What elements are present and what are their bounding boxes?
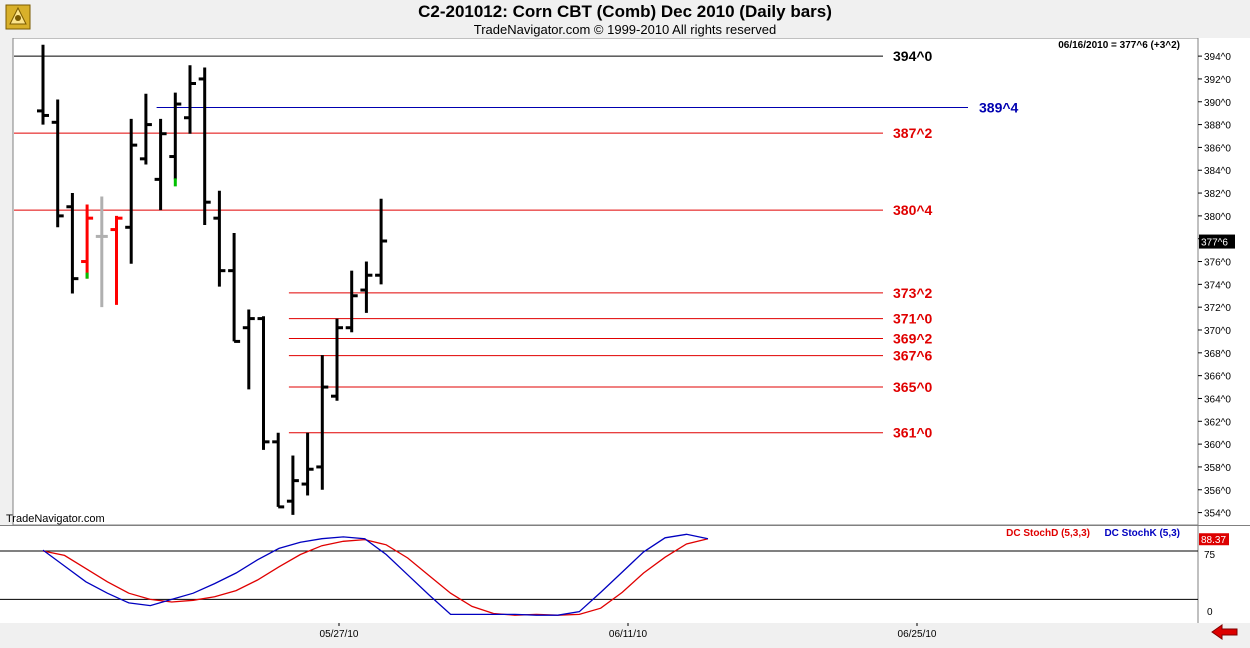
stoch-d-line (42, 538, 709, 616)
stoch-k-line (42, 533, 709, 616)
y-tick-label: 372^0 (1204, 303, 1231, 314)
stochastic-panel[interactable]: 75 0 DC StochD (5,3,3) DC StochK (5,3) 88.37 (0, 525, 1250, 623)
y-tick-label: 370^0 (1204, 326, 1231, 337)
ohlc-bar (169, 92, 182, 187)
y-tick-label: 374^0 (1204, 280, 1231, 291)
quote-info: 06/16/2010 = 377^6 (+3^2) (1058, 40, 1180, 51)
ohlc-bar (272, 432, 285, 509)
price-plot-area (12, 37, 1199, 526)
y-tick-label: 356^0 (1204, 486, 1231, 497)
price-panel[interactable]: 354^0 356^0 358^0 360^0 362^0 364^0 366^0 368^0… (0, 37, 1250, 526)
y-tick-label: 364^0 (1204, 394, 1231, 405)
stoch-last-value-box (1199, 533, 1229, 546)
y-tick-label: 368^0 (1204, 349, 1231, 360)
x-tick-label: 05/27/10 (320, 629, 359, 640)
y-tick-label: 392^0 (1204, 75, 1231, 86)
stoch-plot-area (0, 525, 1198, 623)
price-chart[interactable]: 354^0 356^0 358^0 360^0 362^0 364^0 366^0 368^0… (0, 37, 1250, 526)
date-axis: 05/27/10 06/11/10 06/25/10 (0, 623, 1250, 643)
date-axis-labels: 05/27/10 06/11/10 06/25/10 (320, 623, 937, 640)
stoch-d-legend: DC StochD (5,3,3) (1006, 528, 1090, 539)
watermark-text: TradeNavigator.com (6, 513, 105, 525)
ohlc-bar (257, 316, 270, 450)
current-price-label: 377^6 (1201, 238, 1228, 249)
ohlc-bar (360, 261, 373, 313)
ohlc-bar (139, 93, 152, 165)
ohlc-bar (95, 196, 108, 308)
ohlc-bar (286, 455, 299, 515)
level-label: 394^0 (893, 48, 933, 64)
y-tick-label: 360^0 (1204, 440, 1231, 451)
stoch-k-legend: DC StochK (5,3) (1104, 528, 1180, 539)
y-tick-label: 362^0 (1204, 417, 1231, 428)
y-tick-label: 382^0 (1204, 189, 1231, 200)
level-label: 365^0 (893, 379, 933, 395)
y-tick-label: 380^0 (1204, 212, 1231, 223)
level-label: 389^4 (979, 99, 1019, 115)
tradenavigator-logo-icon (5, 4, 31, 30)
y-tick-label: 390^0 (1204, 98, 1231, 109)
chart-title: C2-201012: Corn CBT (Comb) Dec 2010 (Dai… (418, 2, 832, 21)
ohlc-bar (316, 355, 329, 490)
scroll-left-arrow-icon[interactable] (1210, 624, 1240, 640)
ohlc-bar (198, 67, 211, 226)
stoch-tick-label: 0 (1207, 607, 1213, 618)
ohlc-bar (228, 233, 241, 343)
y-tick-label: 376^0 (1204, 258, 1231, 269)
y-tick-label: 388^0 (1204, 121, 1231, 132)
current-price-box (1199, 234, 1235, 249)
level-label: 380^4 (893, 202, 933, 218)
stoch-tick-label: 75 (1204, 550, 1216, 561)
ohlc-bar (66, 193, 79, 294)
level-label: 371^0 (893, 311, 933, 327)
level-label: 387^2 (893, 125, 933, 141)
ohlc-bar (37, 44, 49, 125)
y-tick-label: 358^0 (1204, 463, 1231, 474)
ohlc-bar (154, 118, 167, 211)
level-label: 373^2 (893, 285, 933, 301)
ohlc-bar (331, 318, 343, 401)
ohlc-bar (125, 118, 138, 264)
level-label: 367^6 (893, 348, 933, 364)
y-tick-label: 366^0 (1204, 372, 1231, 383)
ohlc-bar (184, 65, 196, 134)
ohlc-bar (110, 215, 123, 305)
ohlc-bar (213, 190, 226, 287)
ohlc-bar (375, 198, 388, 285)
x-tick-label: 06/11/10 (609, 629, 648, 640)
level-label: 361^0 (893, 425, 933, 441)
ohlc-bar (51, 99, 64, 228)
price-axis-area (1198, 38, 1250, 525)
ohlc-bar (345, 270, 358, 333)
x-tick-label: 06/25/10 (898, 629, 937, 640)
stoch-last-value-label: 88.37 (1201, 535, 1226, 546)
y-tick-label: 354^0 (1204, 509, 1231, 520)
ohlc-bar (301, 432, 314, 496)
chart-header: C2-201012: Corn CBT (Comb) Dec 2010 (Dai… (0, 0, 1250, 38)
copyright-text: TradeNavigator.com © 1999-2010 All right… (473, 22, 777, 37)
y-tick-label: 384^0 (1204, 166, 1231, 177)
level-label: 369^2 (893, 331, 933, 347)
y-tick-label: 394^0 (1204, 52, 1231, 63)
stochastic-chart[interactable]: 75 0 DC StochD (5,3,3) DC StochK (5,3) 88.37 (0, 525, 1250, 623)
y-tick-label: 386^0 (1204, 143, 1231, 154)
ohlc-bar (81, 204, 94, 279)
ohlc-bar (242, 309, 255, 390)
